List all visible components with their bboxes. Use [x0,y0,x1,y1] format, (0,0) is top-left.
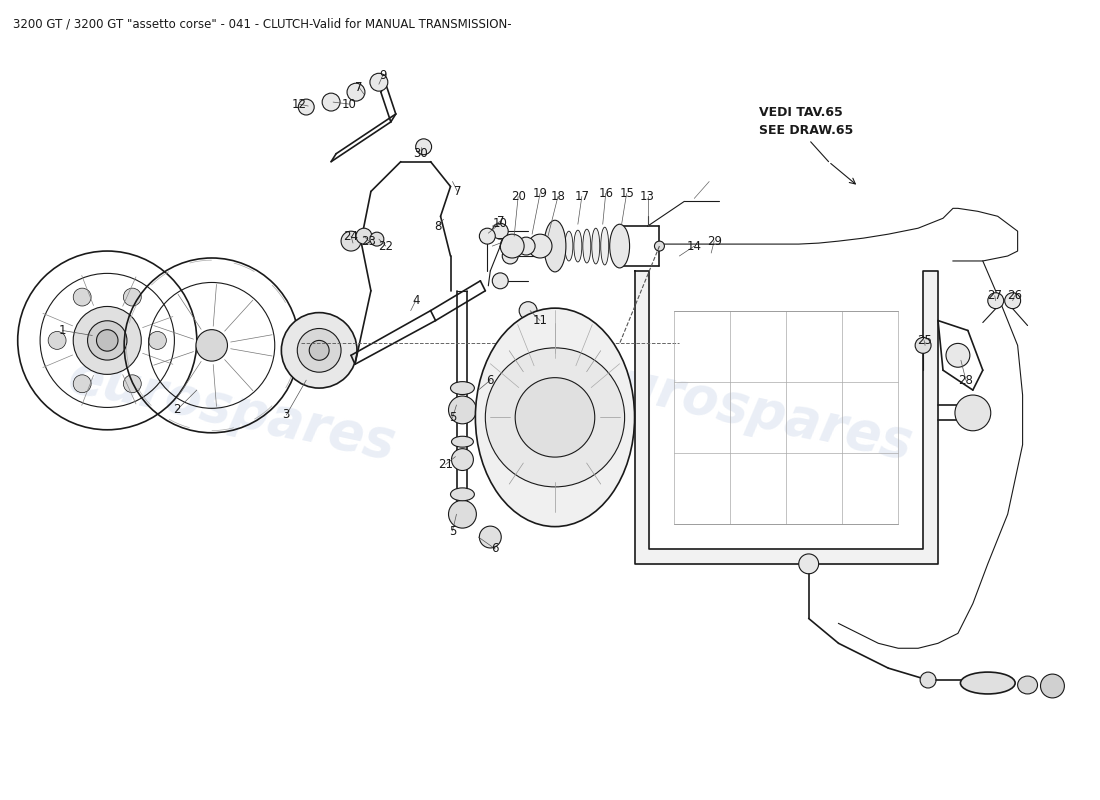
Circle shape [493,273,508,289]
Text: 16: 16 [598,187,613,200]
Circle shape [74,288,91,306]
Ellipse shape [544,220,565,272]
Text: 8: 8 [433,220,441,233]
Circle shape [517,237,535,255]
Circle shape [48,331,66,350]
Circle shape [955,395,991,430]
Text: 7: 7 [496,237,504,250]
Circle shape [196,330,228,361]
Text: 23: 23 [362,234,376,248]
Text: 28: 28 [958,374,974,386]
Circle shape [485,348,625,487]
Circle shape [346,83,365,101]
Text: 12: 12 [292,98,307,110]
Text: 3: 3 [283,408,290,422]
Ellipse shape [583,229,591,263]
Circle shape [123,375,141,393]
Ellipse shape [475,308,635,526]
Text: 27: 27 [987,290,1002,302]
Circle shape [1004,293,1021,309]
Ellipse shape [565,231,573,261]
Text: 1: 1 [58,324,66,337]
Ellipse shape [1018,676,1037,694]
Circle shape [322,93,340,111]
Text: 17: 17 [574,190,590,203]
Circle shape [451,449,473,470]
Text: 18: 18 [550,190,565,203]
Text: 30: 30 [414,147,428,160]
Circle shape [528,234,552,258]
Text: 19: 19 [532,187,548,200]
Circle shape [370,74,388,91]
Polygon shape [635,271,938,564]
Circle shape [282,313,358,388]
Circle shape [148,331,166,350]
Text: 25: 25 [916,334,932,347]
Text: 11: 11 [532,314,548,327]
Ellipse shape [960,672,1015,694]
Circle shape [370,232,384,246]
Circle shape [309,341,329,360]
Text: 4: 4 [411,294,419,307]
Text: 21: 21 [438,458,453,471]
Circle shape [449,500,476,528]
Ellipse shape [609,224,629,268]
Text: 7: 7 [453,185,461,198]
Text: 3200 GT / 3200 GT "assetto corse" - 041 - CLUTCH-Valid for MANUAL TRANSMISSION-: 3200 GT / 3200 GT "assetto corse" - 041 … [13,18,512,30]
Ellipse shape [592,228,600,264]
Circle shape [519,302,537,319]
Circle shape [74,306,141,374]
Circle shape [356,228,372,244]
Circle shape [946,343,970,367]
Circle shape [97,330,118,351]
Ellipse shape [601,227,608,265]
Text: 15: 15 [619,187,634,200]
Circle shape [416,139,431,154]
Circle shape [503,248,518,264]
Circle shape [515,378,595,457]
Text: 6: 6 [492,542,499,555]
Ellipse shape [451,488,474,501]
Text: 9: 9 [379,69,386,82]
Text: 7: 7 [355,81,363,94]
Text: 13: 13 [640,190,654,203]
Text: eurospares: eurospares [581,350,917,470]
Text: 26: 26 [1008,290,1022,302]
Text: 14: 14 [686,239,702,253]
Circle shape [298,99,315,115]
Text: 29: 29 [706,234,722,248]
Text: 22: 22 [378,239,394,253]
Circle shape [297,329,341,372]
Circle shape [480,526,502,548]
Circle shape [449,396,476,424]
Text: 20: 20 [510,190,526,203]
Circle shape [799,554,818,574]
Circle shape [915,338,931,354]
Circle shape [500,234,524,258]
Circle shape [654,241,664,251]
Text: 2: 2 [173,403,180,417]
Circle shape [988,293,1003,309]
Text: eurospares: eurospares [63,350,400,470]
Text: 6: 6 [486,374,494,386]
Text: VEDI TAV.65
SEE DRAW.65: VEDI TAV.65 SEE DRAW.65 [759,106,854,138]
Text: 10: 10 [493,217,508,230]
Circle shape [74,375,91,393]
Circle shape [123,288,141,306]
Circle shape [341,231,361,251]
Ellipse shape [451,382,474,394]
Circle shape [1041,674,1065,698]
Ellipse shape [574,230,582,262]
Circle shape [480,228,495,244]
Text: 10: 10 [342,98,356,110]
Text: 5: 5 [449,525,456,538]
Text: 5: 5 [449,411,456,424]
Text: 7: 7 [496,214,504,228]
Text: 24: 24 [343,230,359,242]
Circle shape [493,223,508,239]
Circle shape [88,321,126,360]
Ellipse shape [451,436,473,447]
Circle shape [920,672,936,688]
